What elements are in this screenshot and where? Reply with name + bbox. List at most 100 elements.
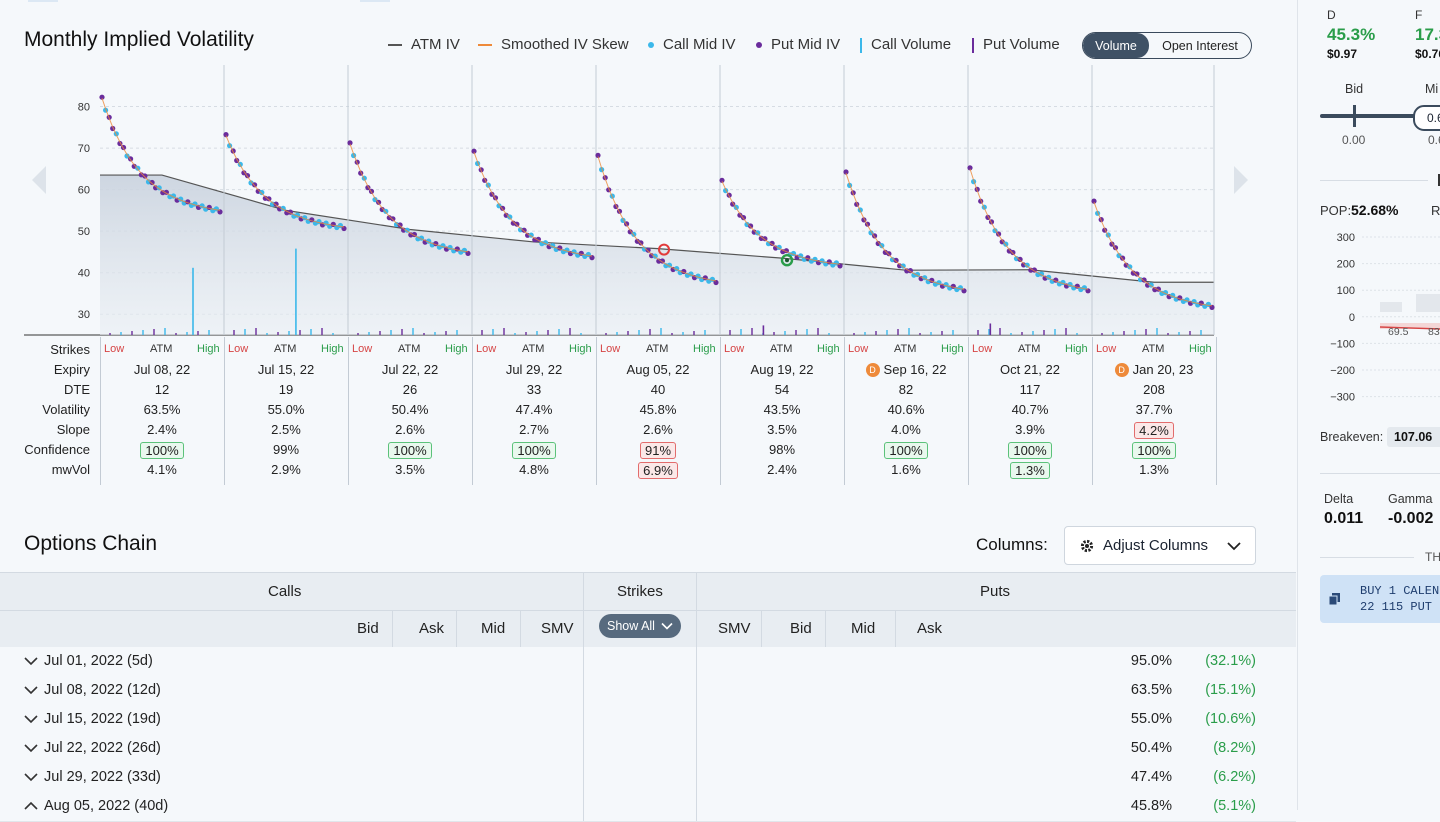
strike-high-label: High (1189, 343, 1212, 355)
legend-item-put-volume[interactable]: Put Volume (972, 36, 1060, 53)
call-col-bid[interactable]: Bid (357, 620, 379, 637)
copy-icon[interactable] (1328, 592, 1342, 606)
legend-item-call-volume[interactable]: Call Volume (860, 36, 951, 53)
dte-value: 26 (402, 382, 418, 397)
legend-item-atm-iv[interactable]: ATM IV (388, 36, 460, 53)
slope-value-text: 2.5% (271, 422, 301, 437)
f-price: $0.76 (1415, 47, 1440, 61)
pl-x-tick: 69.5 (1388, 326, 1409, 338)
expiry-label[interactable]: Jul 08, 22 (100, 362, 224, 377)
expiry-label[interactable]: Aug 05, 22 (596, 362, 720, 377)
mwvol-value-text: 1.3% (1139, 462, 1169, 477)
y-tick-label: 30 (78, 309, 90, 321)
delta-value: 0.011 (1324, 510, 1364, 527)
adjust-columns-label: Adjust Columns (1103, 537, 1209, 554)
legend-label: Put Volume (983, 36, 1060, 53)
chevron-down-icon (661, 622, 673, 630)
pl-loss-region (1380, 323, 1440, 329)
smoothed-iv-skew (473, 152, 593, 257)
expiry-label[interactable]: D Sep 16, 22 (844, 362, 968, 377)
expiry-smile-7 (967, 165, 1091, 294)
divider (520, 610, 521, 647)
chevron-down-icon[interactable] (24, 712, 38, 726)
show-all-strikes-button[interactable]: Show All (599, 614, 681, 638)
put-col-bid[interactable]: Bid (790, 620, 812, 637)
put-mid-iv-point (638, 240, 644, 246)
slope-value: 4.0% (844, 422, 968, 437)
order-summary[interactable]: BUY 1 CALEN 22 115 PUT ( (1320, 575, 1440, 623)
strike-atm-label: ATM (1018, 343, 1041, 355)
price-slider-track[interactable] (1320, 114, 1420, 118)
expiry-label[interactable]: Jul 22, 22 (348, 362, 472, 377)
expiry-row-move: (6.2%) (1213, 769, 1256, 785)
expiry-label[interactable]: Jul 15, 22 (224, 362, 348, 377)
put-mid-iv-point (471, 148, 477, 154)
call-col-smv[interactable]: SMV (541, 620, 574, 637)
put-mid-iv-point (886, 251, 892, 257)
confidence-value: 100% (968, 442, 1092, 459)
confidence-value: 91% (596, 442, 720, 459)
divider (1320, 180, 1428, 181)
toggle-volume[interactable]: Volume (1083, 33, 1149, 58)
strike-low-label: Low (1096, 343, 1117, 355)
smoothed-iv-skew (721, 181, 841, 265)
put-col-mid[interactable]: Mid (851, 620, 876, 637)
expiry-row[interactable]: Jul 15, 2022 (19d) 55.0% (10.6%) (0, 705, 1296, 735)
volume-oi-toggle[interactable]: Volume Open Interest (1082, 32, 1252, 59)
confidence-value-text: 91% (639, 442, 677, 459)
expiry-label[interactable]: Oct 21, 22 (968, 362, 1092, 377)
confidence-value-text: 100% (512, 442, 556, 459)
smoothed-iv-skew (101, 98, 221, 211)
chart-next-arrow[interactable] (1234, 166, 1248, 194)
put-mid-iv-point (967, 165, 973, 171)
put-mid-iv-point (153, 185, 159, 191)
call-col-mid[interactable]: Mid (481, 620, 506, 637)
expiry-smile-8 (1091, 198, 1215, 310)
position-marker-short[interactable] (658, 243, 670, 256)
strike-low-label: Low (228, 343, 249, 355)
legend-item-call-mid-iv[interactable]: Call Mid IV (648, 36, 736, 53)
expiry-row-move: (8.2%) (1213, 740, 1256, 756)
chevron-down-icon[interactable] (24, 770, 38, 784)
adjust-columns-button[interactable]: Adjust Columns (1064, 526, 1256, 565)
chevron-down-icon[interactable] (24, 683, 38, 697)
legend-label: Call Volume (871, 36, 952, 53)
slope-value-text: 4.0% (891, 422, 921, 437)
chart-prev-arrow[interactable] (32, 166, 46, 194)
pl-chart: 300 200 100 0 −100 −200 −300 69.5 83.5 (1330, 232, 1440, 404)
strike-high-label: High (321, 343, 344, 355)
put-col-ask[interactable]: Ask (917, 620, 943, 637)
put-mid-iv-point (397, 222, 403, 228)
mid-price-input[interactable]: 0.6 (1413, 105, 1440, 131)
put-col-smv[interactable]: SMV (718, 620, 751, 637)
volatility-value: 63.5% (143, 402, 181, 417)
breakeven-value: 107.06 (1387, 427, 1440, 447)
call-col-ask[interactable]: Ask (419, 620, 445, 637)
position-marker-long[interactable] (780, 254, 794, 267)
expiry-row[interactable]: Jul 08, 2022 (12d) 63.5% (15.1%) (0, 676, 1296, 706)
expiry-row[interactable]: Jul 22, 2022 (26d) 50.4% (8.2%) (0, 734, 1296, 764)
put-mid-iv-point (843, 169, 849, 175)
dte-value: 33 (526, 382, 542, 397)
column-separator (1092, 337, 1093, 485)
legend-label: Smoothed IV Skew (501, 36, 629, 53)
chevron-up-icon[interactable] (24, 799, 38, 813)
put-mid-iv-point (1134, 271, 1140, 277)
divider (583, 676, 584, 705)
expiry-label[interactable]: Jul 29, 22 (472, 362, 596, 377)
chevron-down-icon[interactable] (24, 741, 38, 755)
legend-item-smoothed-iv-skew[interactable]: Smoothed IV Skew (478, 36, 629, 53)
toggle-open-interest[interactable]: Open Interest (1162, 38, 1238, 53)
expiry-row[interactable]: Jul 01, 2022 (5d) 95.0% (32.1%) (0, 647, 1296, 677)
price-slider-handle[interactable] (1353, 105, 1356, 127)
expiry-row[interactable]: Jul 29, 2022 (33d) 47.4% (6.2%) (0, 763, 1296, 793)
legend-item-put-mid-iv[interactable]: Put Mid IV (756, 36, 840, 53)
chevron-down-icon[interactable] (24, 654, 38, 668)
confidence-value-text: 100% (140, 442, 184, 459)
legend-marker (388, 44, 402, 47)
expiry-label[interactable]: Aug 19, 22 (720, 362, 844, 377)
gear-icon (1080, 539, 1094, 552)
expiry-label[interactable]: D Jan 20, 23 (1092, 362, 1216, 377)
expiry-row[interactable]: Aug 05, 2022 (40d) 45.8% (5.1%) (0, 792, 1296, 822)
breakeven-label: Breakeven: (1320, 430, 1384, 444)
